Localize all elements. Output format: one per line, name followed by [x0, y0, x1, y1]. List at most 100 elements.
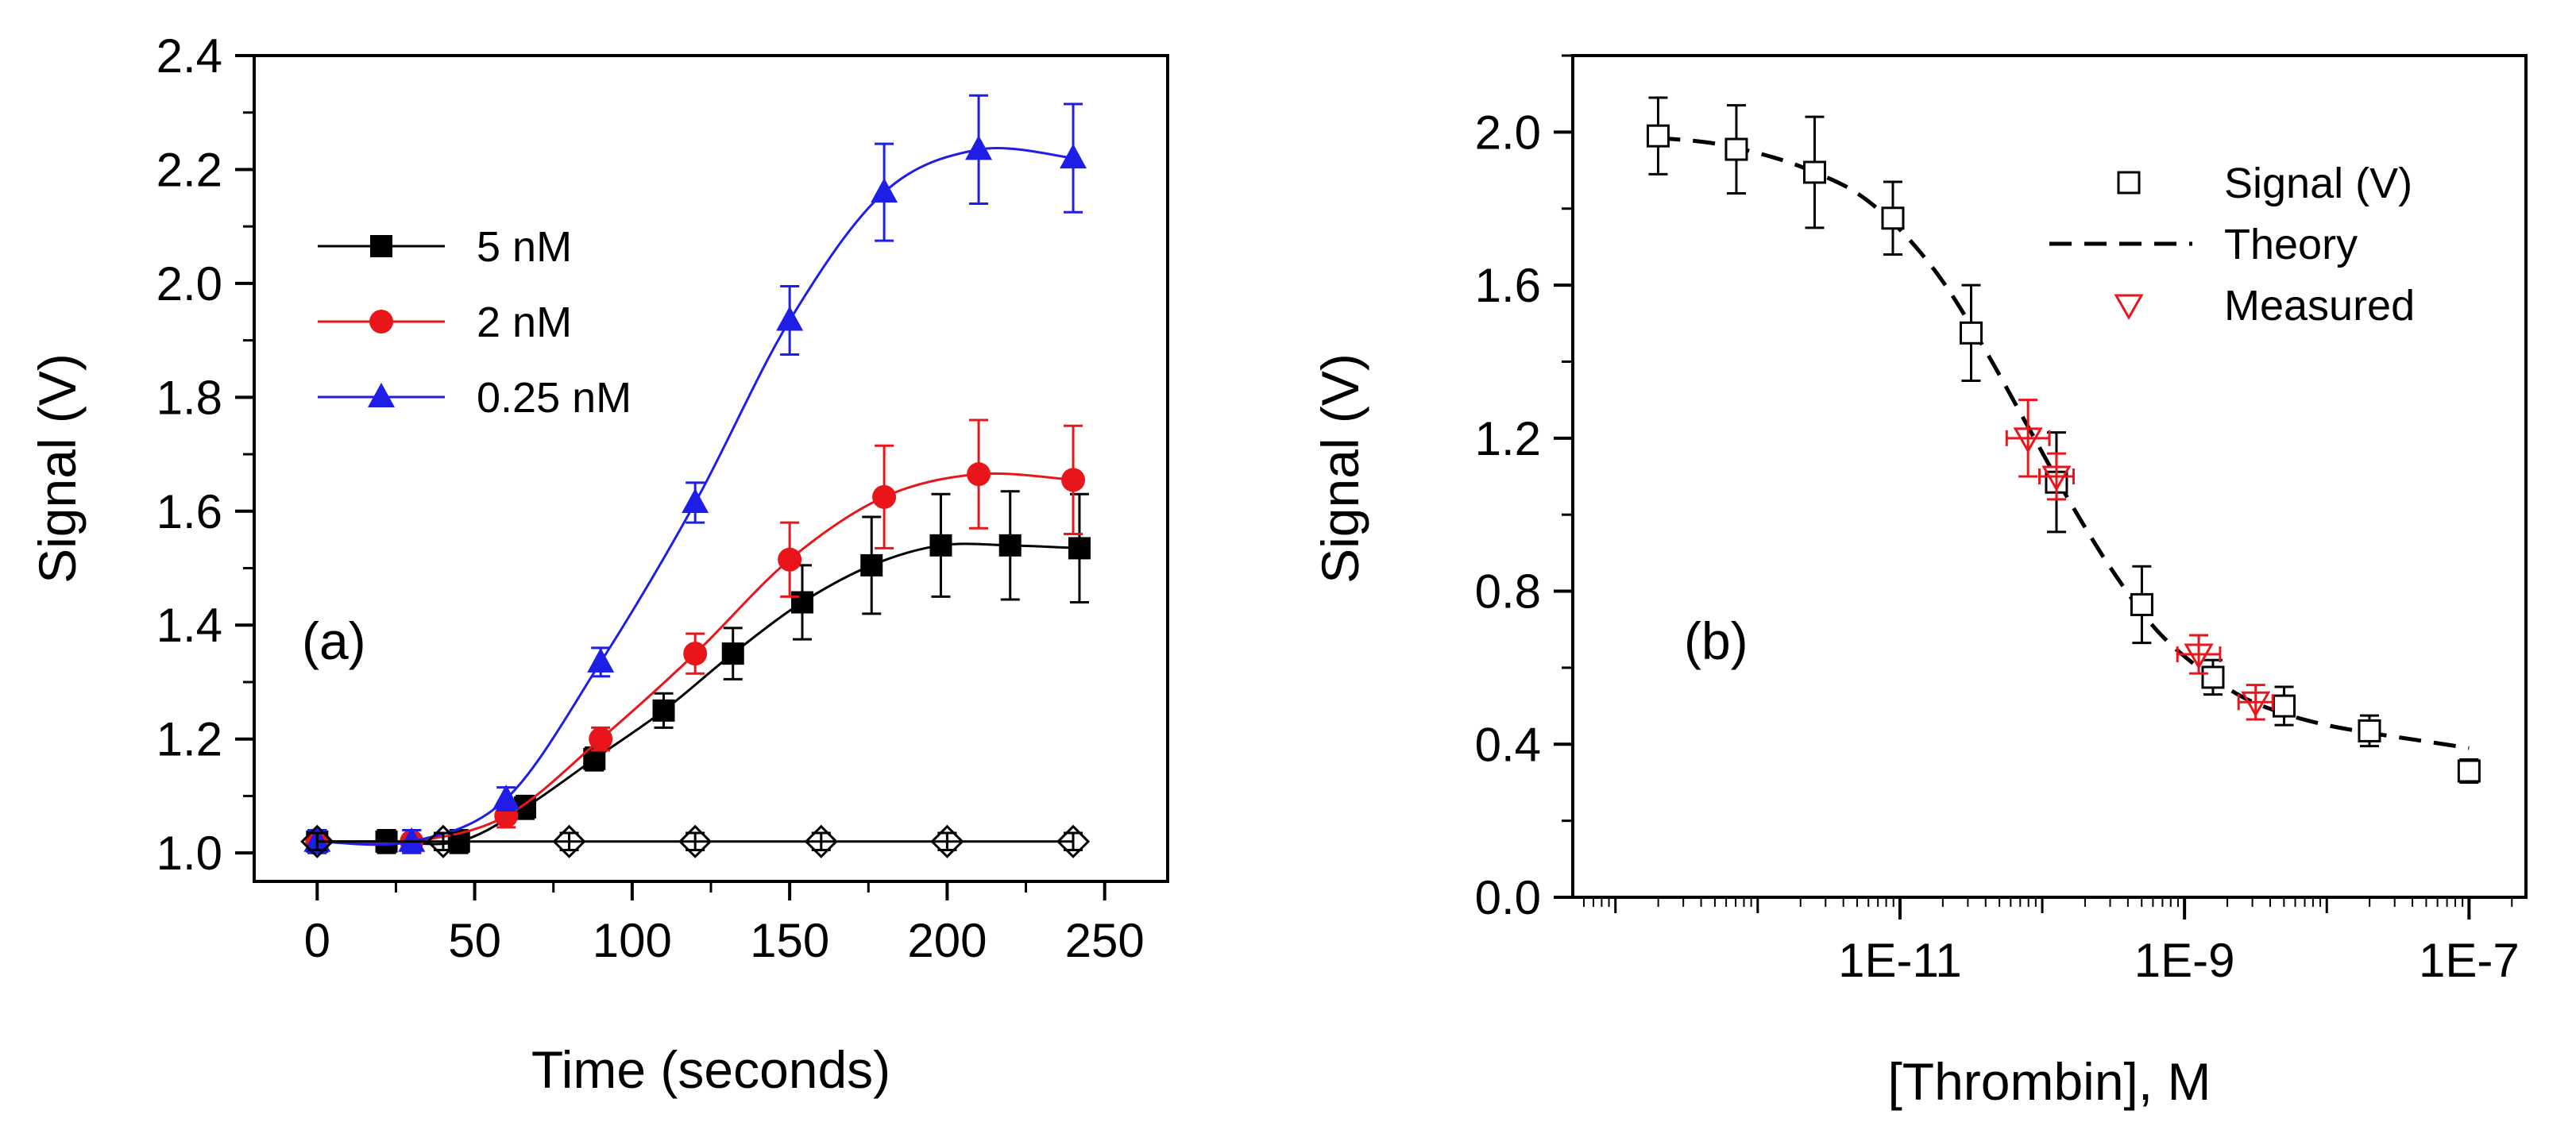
legend-marker [368, 383, 395, 407]
data-point [492, 785, 520, 809]
y-axis-label-a: Signal (V) [28, 353, 87, 584]
x-tick-label-b-0: 1E-11 [1838, 934, 1962, 987]
ticks-a: 0 50 100 150 200 250 1.0 1.2 1.4 1.6 1.8 2.0 2.2 2.4 [156, 29, 1145, 967]
y-axis-label-b: Signal (V) [1311, 353, 1369, 584]
legend-entry-b-1: Theory [2049, 221, 2358, 268]
y-tick-label-b-2: 0.8 [1475, 565, 1541, 619]
data-point [1724, 137, 1748, 161]
legend-label: 0.25 nM [477, 374, 631, 422]
panel-label-a: (a) [302, 611, 366, 670]
chart-panel-a: 0 50 100 150 200 2501.01.21.41.61.82.02.22.4 … [28, 29, 1169, 1099]
y-tick-label-a-2: 1.4 [156, 599, 222, 652]
series-a-5-nm [306, 490, 1091, 854]
legend-marker [2117, 171, 2141, 195]
x-tick-label-b-1: 1E-9 [2134, 934, 2235, 987]
series-a-0-25-nm [303, 94, 1087, 854]
data-point [965, 135, 993, 160]
y-tick-label-a-1: 1.2 [156, 713, 222, 766]
data-point [2013, 427, 2043, 453]
panel-label-b: (b) [1684, 611, 1748, 670]
y-tick-label-a-3: 1.6 [156, 485, 222, 538]
y-tick-label-b-1: 0.4 [1475, 718, 1541, 771]
data-point [2041, 465, 2072, 492]
x-tick-label-a-3: 150 [750, 914, 829, 967]
data-point [682, 488, 709, 514]
data-point [860, 553, 883, 576]
data-point [967, 462, 991, 487]
data-point [589, 727, 613, 751]
data-point [872, 484, 897, 509]
data-point [804, 824, 838, 858]
plot-frame-a [253, 54, 1169, 883]
series-group-a [300, 94, 1091, 858]
data-point [778, 547, 802, 572]
ticks-b: 1E-11 1E-9 1E-7 0.0 0.4 0.8 1.2 1.6 2.0 [1475, 54, 2520, 987]
data-point [929, 534, 952, 557]
data-point [2241, 691, 2271, 718]
data-point [1060, 144, 1087, 169]
data-point [1061, 468, 1086, 492]
data-point [1959, 321, 1983, 345]
x-tick-label-a-1: 50 [448, 914, 501, 967]
x-axis-label-b: [Thrombin], M [1887, 1052, 2211, 1111]
data-point [1068, 537, 1091, 560]
y-tick-label-b-3: 1.2 [1475, 412, 1541, 465]
data-point [930, 824, 964, 858]
legend-entry-a-2: 0.25 nM [318, 374, 631, 422]
x-axis-label-a: Time (seconds) [531, 1040, 890, 1099]
legend-marker [370, 235, 392, 257]
y-tick-label-b-0: 0.0 [1475, 871, 1541, 924]
legend-a: 5 nM 2 nM 0.25 nM [318, 223, 631, 422]
data-point [426, 824, 461, 858]
legend-label: Signal (V) [2224, 160, 2412, 207]
y-tick-label-a-4: 1.8 [156, 371, 222, 424]
series-group-b [1646, 96, 2481, 784]
legend-marker [369, 310, 393, 334]
chart-panel-b: 1E-11 1E-9 1E-7 0.0 0.4 0.8 1.2 1.6 2.0 (b) [Thr… [1311, 54, 2528, 1111]
series-b-signal [1646, 96, 2481, 784]
data-point [998, 534, 1022, 557]
series-b-measured [2005, 399, 2274, 721]
x-tick-label-a-4: 200 [907, 914, 987, 967]
legend-marker [2114, 294, 2144, 321]
y-tick-label-a-7: 2.4 [156, 29, 222, 83]
data-point [587, 647, 615, 673]
legend-label: Theory [2224, 221, 2358, 268]
series-a-baseline [300, 824, 1091, 858]
data-point [2184, 643, 2214, 670]
legend-label: Measured [2224, 282, 2415, 330]
data-point [2273, 694, 2296, 718]
y-tick-label-a-5: 2.0 [156, 257, 222, 310]
data-point [791, 591, 813, 614]
x-tick-label-b-2: 1E-7 [2419, 934, 2520, 987]
data-point [871, 178, 898, 203]
data-point [652, 699, 675, 722]
y-tick-label-b-5: 2.0 [1475, 106, 1541, 159]
data-point [1802, 160, 1826, 184]
legend-entry-a-1: 2 nM [318, 299, 572, 346]
y-tick-label-a-6: 2.2 [156, 143, 222, 196]
x-tick-label-a-5: 250 [1065, 914, 1145, 967]
data-point [398, 827, 426, 852]
series-line [317, 542, 1080, 846]
legend-b: Signal (V) Theory Measured [2049, 160, 2415, 330]
data-point [721, 642, 744, 665]
data-point [1646, 124, 1670, 148]
y-tick-label-a-0: 1.0 [156, 827, 222, 880]
data-point [678, 824, 713, 858]
legend-label: 5 nM [477, 223, 572, 271]
legend-label: 2 nM [477, 299, 572, 346]
plot-frame-b [1571, 54, 2528, 899]
legend-entry-a-0: 5 nM [318, 223, 572, 271]
data-point [776, 306, 804, 331]
data-point [2358, 719, 2381, 742]
data-point [2457, 759, 2481, 783]
data-point [1056, 824, 1091, 858]
y-tick-label-b-4: 1.6 [1475, 259, 1541, 312]
legend-entry-b-0: Signal (V) [2117, 160, 2412, 207]
data-point [683, 642, 708, 666]
x-tick-label-a-2: 100 [593, 914, 672, 967]
x-tick-label-a-0: 0 [304, 914, 330, 967]
legend-entry-b-2: Measured [2114, 282, 2415, 330]
